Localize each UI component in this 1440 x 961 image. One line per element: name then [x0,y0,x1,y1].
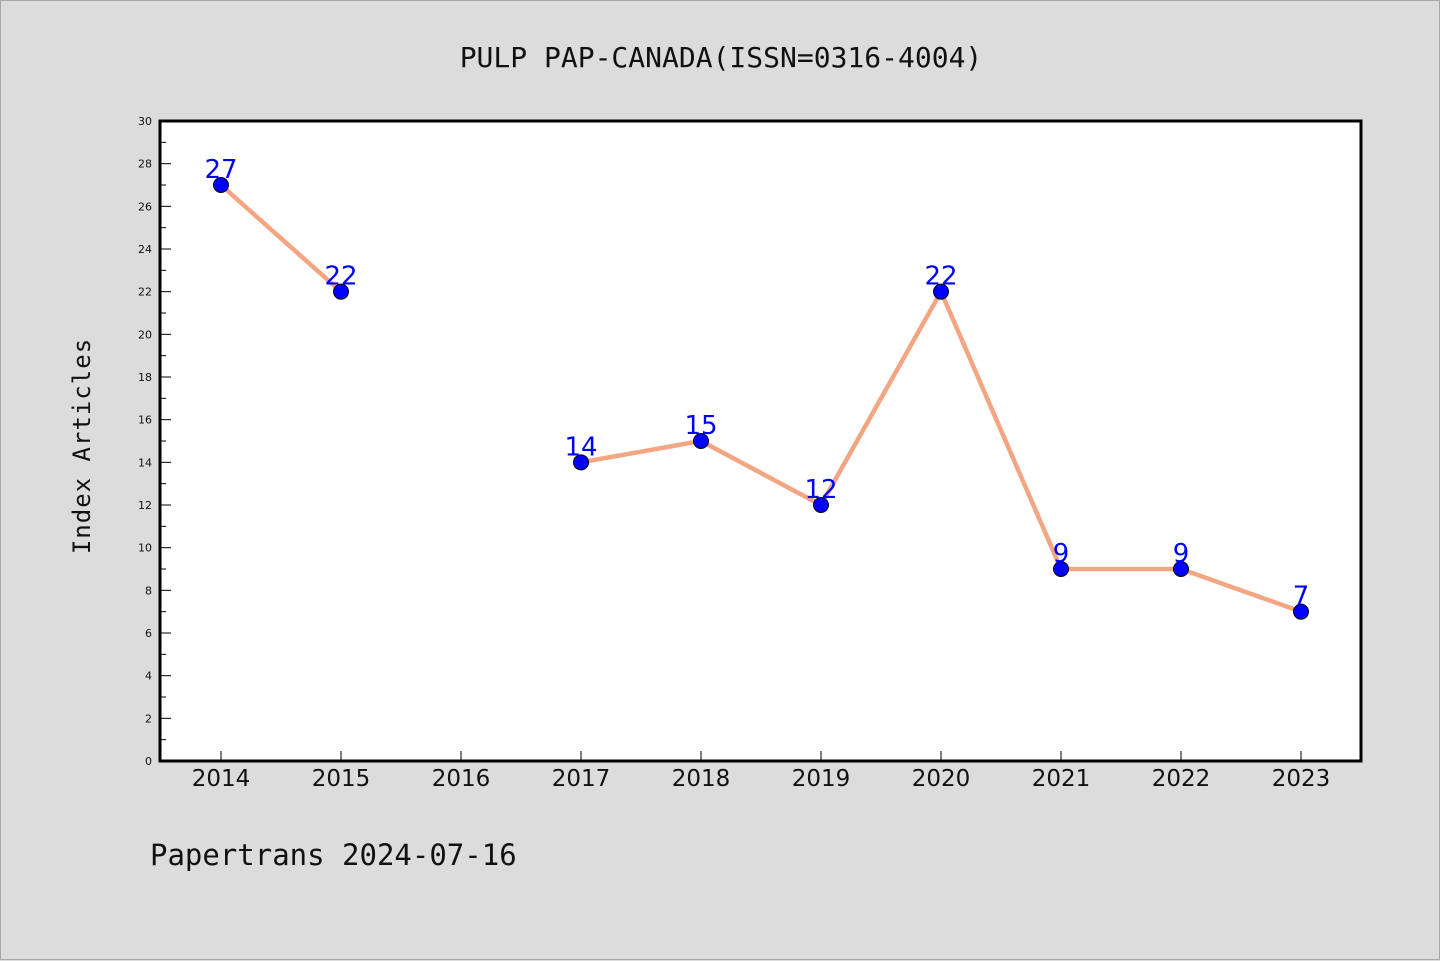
y-tick-label: 22 [138,286,152,299]
y-tick-label: 28 [138,158,152,171]
data-label: 14 [564,432,597,462]
x-tick-label: 2014 [192,766,251,792]
data-point [693,433,709,449]
footer-credit: Papertrans 2024-07-16 [150,838,517,872]
x-tick-label: 2021 [1032,766,1091,792]
data-markers [213,177,1309,620]
x-tick-label: 2022 [1152,766,1211,792]
series-line-segment [218,182,344,294]
data-label: 7 [1293,582,1310,612]
data-label: 9 [1053,539,1070,569]
y-tick-label: 0 [145,755,152,768]
x-tick-label: 2015 [312,766,371,792]
y-tick-label: 6 [145,627,152,640]
y-tick-label: 30 [138,115,152,128]
data-point [213,177,229,193]
x-tick-label: 2017 [552,766,611,792]
y-tick-label: 8 [145,584,152,597]
data-point [813,497,829,513]
data-point [573,454,589,471]
y-tick-label: 18 [138,371,152,384]
data-point [933,283,949,300]
data-label: 27 [204,155,237,185]
plot-area [158,119,1363,763]
chart-title: PULP PAP-CANADA(ISSN=0316-4004) [460,41,983,74]
y-tick-label: 26 [138,200,152,213]
data-labels: 27 22 14 15 12 22 9 9 7 [204,155,1309,612]
data-point [1053,561,1069,577]
y-tick-label: 4 [145,670,152,683]
y-tick-label: 10 [138,542,152,555]
data-label: 9 [1173,539,1190,569]
y-tick-label: 16 [138,414,152,427]
y-axis-label: Index Articles [68,338,96,554]
data-label: 12 [804,475,837,505]
y-tick-label: 20 [138,328,152,341]
x-tick-label: 2019 [792,766,851,792]
y-tick-label: 24 [138,243,152,256]
x-tick-label: 2016 [432,766,491,792]
x-tick-label: 2018 [672,766,731,792]
y-tick-label: 14 [138,456,152,469]
data-point [333,283,349,300]
y-tick-label: 12 [138,499,152,512]
data-label: 22 [924,262,957,292]
data-label: 22 [324,262,357,292]
x-tick-label: 2023 [1272,766,1331,792]
x-axis: 2014 2015 2016 2017 2018 2019 2020 2021 2022 2023 [192,751,1331,792]
data-point [1293,603,1309,620]
data-point [1173,561,1189,577]
data-label: 15 [684,411,717,441]
y-tick-label: 2 [145,712,152,725]
x-tick-label: 2020 [912,766,971,792]
